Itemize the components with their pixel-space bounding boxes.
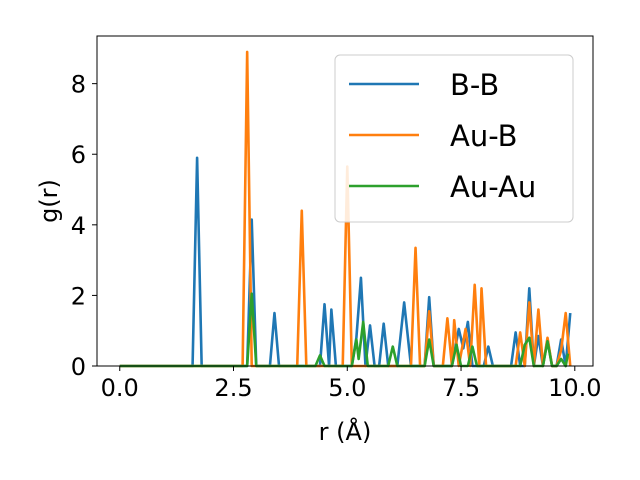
x-tick-label: 10.0 xyxy=(548,374,601,402)
y-tick-label: 2 xyxy=(71,282,86,310)
legend-label-au-b: Au-B xyxy=(450,119,518,153)
y-tick-label: 6 xyxy=(71,141,86,169)
legend: B-B Au-B Au-Au xyxy=(334,54,574,223)
x-tick-label: 2.5 xyxy=(214,374,252,402)
x-tick-label: 7.5 xyxy=(442,374,480,402)
legend-box xyxy=(334,54,574,223)
y-axis-label: g(r) xyxy=(35,179,63,223)
axes-frame xyxy=(96,35,594,367)
x-tick-label: 5.0 xyxy=(328,374,366,402)
axes-group: 0.0 2.5 5.0 7.5 10.0 0 2 4 6 8 xyxy=(71,35,602,402)
y-tick-label: 8 xyxy=(71,71,86,99)
legend-label-au-au: Au-Au xyxy=(450,170,536,204)
y-tick-label: 0 xyxy=(71,353,86,381)
legend-label-b-b: B-B xyxy=(450,68,499,102)
x-axis-label: r (Å) xyxy=(319,417,372,446)
y-tick-label: 4 xyxy=(71,212,86,240)
x-tick-label: 0.0 xyxy=(101,374,139,402)
